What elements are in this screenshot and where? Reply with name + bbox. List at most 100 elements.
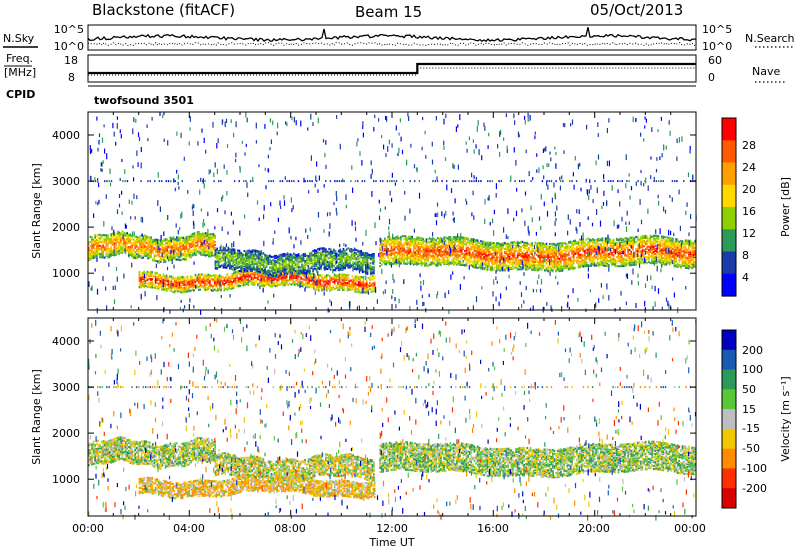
echo-cell xyxy=(232,254,234,257)
echo-cell xyxy=(497,246,500,249)
echo-cell xyxy=(393,258,396,261)
echo-cell xyxy=(188,278,190,281)
echo-cell xyxy=(341,288,344,291)
echo-cell xyxy=(110,253,112,256)
echo-cell xyxy=(242,278,245,281)
echo-cell xyxy=(277,277,280,280)
echo-cell xyxy=(235,254,238,257)
echo-cell xyxy=(468,247,471,250)
echo-cell xyxy=(492,255,495,258)
echo-cell xyxy=(308,286,310,289)
echo-cell xyxy=(105,234,108,237)
echo-cell xyxy=(312,259,314,262)
echo-cell xyxy=(362,278,365,281)
echo-cell xyxy=(140,238,143,241)
echo-cell xyxy=(436,264,439,267)
echo-cell xyxy=(446,261,449,264)
echo-cell xyxy=(212,237,215,240)
echo-cell xyxy=(167,277,170,280)
echo-cell xyxy=(483,261,485,264)
echo-cell xyxy=(300,276,302,279)
echo-cell xyxy=(488,253,490,256)
echo-cell xyxy=(137,250,140,254)
echo-cell xyxy=(306,281,309,284)
echo-cell xyxy=(195,246,197,249)
echo-cell xyxy=(175,285,178,288)
echo-cell xyxy=(470,248,473,251)
echo-cell xyxy=(393,255,396,258)
echo-cell xyxy=(339,252,342,255)
echo-cell xyxy=(401,250,404,253)
echo-cell xyxy=(145,252,148,255)
echo-cell xyxy=(478,244,481,247)
echo-cell xyxy=(268,276,270,279)
echo-cell xyxy=(350,248,353,251)
echo-cell xyxy=(486,254,489,257)
echo-cell xyxy=(313,249,316,252)
echo-cell xyxy=(134,255,136,258)
echo-cell xyxy=(451,251,453,254)
echo-cell xyxy=(456,261,458,264)
echo-cell xyxy=(365,255,367,258)
echo-cell xyxy=(419,251,421,255)
echo-cell xyxy=(249,254,252,257)
echo-cell xyxy=(441,253,444,257)
echo-cell xyxy=(338,282,341,285)
echo-cell xyxy=(507,260,509,264)
echo-cell xyxy=(379,237,381,240)
echo-cell xyxy=(188,280,190,284)
echo-cell xyxy=(373,255,375,258)
echo-cell xyxy=(452,241,455,244)
echo-cell xyxy=(151,284,154,287)
echo-cell xyxy=(234,277,237,280)
echo-cell xyxy=(184,237,186,240)
echo-cell xyxy=(373,263,375,266)
echo-cell xyxy=(369,267,372,270)
echo-cell xyxy=(403,247,405,250)
echo-cell xyxy=(241,283,243,286)
echo-cell xyxy=(258,279,261,282)
echo-cell xyxy=(305,254,308,257)
echo-cell xyxy=(88,240,90,243)
echo-cell xyxy=(433,255,436,258)
echo-cell xyxy=(234,282,237,285)
echo-cell xyxy=(345,263,348,266)
echo-cell xyxy=(246,258,249,261)
echo-cell xyxy=(404,262,407,265)
noise-sky-line xyxy=(87,27,697,43)
echo-cell xyxy=(327,274,330,277)
echo-cell xyxy=(171,237,173,240)
echo-cell xyxy=(245,269,247,272)
echo-cell xyxy=(451,244,453,247)
echo-cell xyxy=(231,287,234,290)
echo-cell xyxy=(261,252,263,255)
echo-cell xyxy=(480,261,482,264)
echo-cell xyxy=(209,284,211,287)
echo-cell xyxy=(88,250,90,254)
echo-cell xyxy=(217,260,220,263)
echo-cell xyxy=(201,248,204,251)
echo-cell xyxy=(113,246,116,249)
echo-cell xyxy=(505,242,508,245)
echo-cell xyxy=(332,280,334,283)
echo-cell xyxy=(211,235,213,238)
echo-cell xyxy=(116,252,119,255)
echo-cell xyxy=(118,238,120,241)
echo-cell xyxy=(259,256,262,259)
echo-cell xyxy=(181,283,184,287)
echo-cell xyxy=(478,248,481,252)
echo-cell xyxy=(403,260,405,263)
echo-cell xyxy=(205,276,208,279)
echo-cell xyxy=(396,254,399,257)
echo-cell xyxy=(353,267,356,270)
echo-cell xyxy=(92,240,95,243)
echo-cell xyxy=(329,253,332,256)
echo-cell xyxy=(492,267,495,270)
echo-cell xyxy=(321,288,323,291)
echo-cell xyxy=(197,285,200,288)
echo-cell xyxy=(91,238,93,241)
echo-cell xyxy=(468,259,471,262)
echo-cell xyxy=(264,265,266,268)
echo-cell xyxy=(155,245,157,248)
echo-cell xyxy=(465,255,468,258)
